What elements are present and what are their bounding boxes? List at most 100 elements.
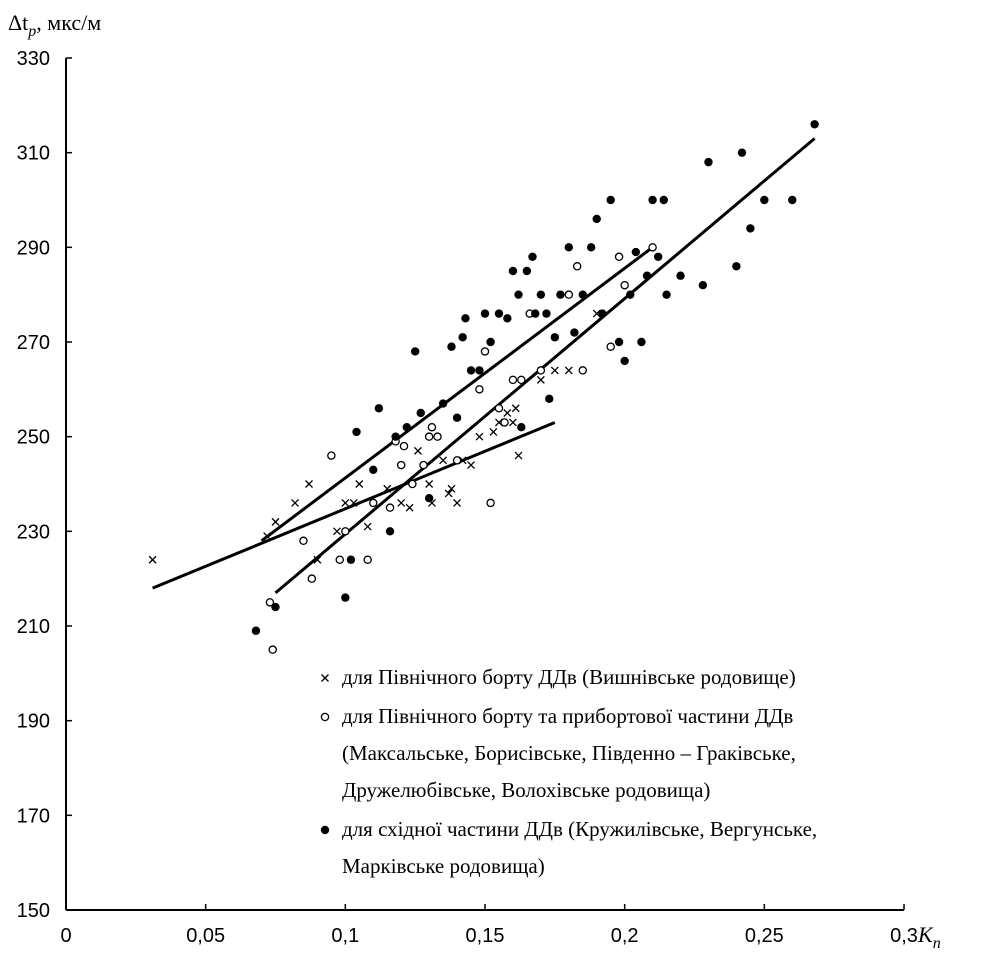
- circle-point: [480, 347, 490, 356]
- circle-point: [396, 460, 406, 470]
- dot-point: [486, 337, 495, 347]
- cross-point: [439, 456, 448, 465]
- y-tick-label: 170: [17, 805, 50, 827]
- cross-point: [425, 480, 434, 488]
- dot-point: [522, 266, 532, 276]
- dot-point: [503, 314, 512, 323]
- circle-point: [427, 422, 437, 432]
- cross-point: [536, 375, 545, 384]
- legend-entry-text: для Північного борту та прибортової част…: [342, 704, 793, 728]
- dot-point: [676, 271, 685, 280]
- cross-point: [414, 446, 422, 455]
- dot-point: [480, 309, 490, 318]
- circle-point: [408, 479, 417, 489]
- dot-point: [542, 309, 551, 318]
- cross-point: [271, 517, 280, 526]
- circle-point: [299, 536, 308, 546]
- cross-point: [453, 498, 462, 507]
- dot-point: [556, 290, 565, 299]
- cross-point: [397, 498, 406, 507]
- dot-point: [475, 366, 484, 375]
- cross-point: [405, 503, 414, 512]
- dot-point: [564, 243, 573, 252]
- circle-point: [327, 451, 336, 460]
- cross-point: [355, 480, 364, 488]
- x-tick-label: 0: [60, 925, 71, 947]
- circle-point: [307, 574, 317, 583]
- dot-point-legend-marker: [320, 825, 330, 835]
- circle-point: [606, 342, 615, 351]
- cross-point: [263, 532, 272, 541]
- circle-point-legend-marker: [320, 712, 330, 722]
- x-tick-label: 0,05: [186, 925, 225, 947]
- x-tick-label: 0,25: [745, 925, 784, 947]
- circle-point: [648, 243, 657, 252]
- dot-point: [346, 555, 356, 564]
- circle-point: [363, 555, 372, 564]
- dot-point: [746, 224, 755, 233]
- dot-point: [637, 337, 646, 347]
- trend-line: [260, 246, 654, 542]
- circle-point: [572, 262, 582, 271]
- dot-point: [704, 157, 713, 167]
- axis-titles: Δtp, мкс/м Kп: [8, 10, 941, 952]
- cross-point: [349, 498, 358, 507]
- x-tick-label: 0,15: [466, 925, 505, 947]
- y-axis-title: Δtp, мкс/м: [8, 10, 101, 40]
- dot-point: [369, 465, 378, 474]
- circle-point: [433, 432, 442, 441]
- x-tick-label: 0,2: [611, 925, 639, 947]
- circle-point: [399, 441, 409, 451]
- circle-point: [517, 375, 526, 385]
- cross-point: [475, 432, 484, 441]
- cross-point: [514, 451, 523, 460]
- circle-point: [419, 460, 428, 470]
- cross-point: [508, 418, 517, 427]
- dot-point: [614, 337, 624, 347]
- dot-point: [592, 214, 601, 224]
- dot-point: [642, 271, 652, 280]
- dot-point: [391, 432, 400, 441]
- dot-point: [416, 408, 425, 418]
- x-axis-title: Kп: [917, 922, 941, 952]
- circle-point: [564, 290, 574, 299]
- circle-point: [452, 456, 462, 465]
- circle-point: [486, 498, 495, 508]
- dot-point: [271, 602, 280, 612]
- dot-point: [606, 195, 615, 205]
- axes: 0 0,05 0,1 0,15 0,2 0,25 0,3 150 170 190 210 230 250…: [17, 48, 918, 947]
- dot-point: [385, 527, 395, 536]
- dot-point: [662, 290, 671, 299]
- legend-entry-text: для Північного борту ДДв (Вишнівське род…: [342, 665, 796, 689]
- cross-point: [511, 404, 520, 413]
- dot-point: [737, 148, 747, 157]
- cross-point: [332, 527, 341, 536]
- cross-point: [503, 409, 512, 417]
- circle-point: [614, 252, 624, 262]
- circle-point: [620, 280, 629, 290]
- dot-point: [545, 394, 554, 403]
- y-tick-label: 330: [17, 48, 50, 70]
- cross-point: [363, 522, 372, 531]
- dot-point: [374, 404, 384, 413]
- dot-point: [461, 314, 470, 323]
- circle-point: [265, 598, 275, 607]
- dot-point: [438, 399, 448, 408]
- dot-point: [653, 252, 663, 261]
- dot-point: [598, 309, 607, 318]
- dot-point: [536, 290, 546, 299]
- dot-point: [578, 290, 587, 299]
- legend: для Північного борту ДДв (Вишнівське род…: [320, 665, 817, 878]
- y-tick-label: 190: [17, 711, 50, 733]
- cross-point: [313, 555, 322, 564]
- dot-point: [508, 266, 518, 276]
- circle-point: [536, 366, 546, 375]
- y-tick-label: 210: [17, 616, 50, 638]
- legend-entry-text: Марківське родовища): [342, 854, 545, 878]
- dot-point: [760, 195, 769, 205]
- dot-point: [788, 195, 797, 205]
- dot-point: [550, 333, 560, 342]
- cross-point: [291, 498, 300, 507]
